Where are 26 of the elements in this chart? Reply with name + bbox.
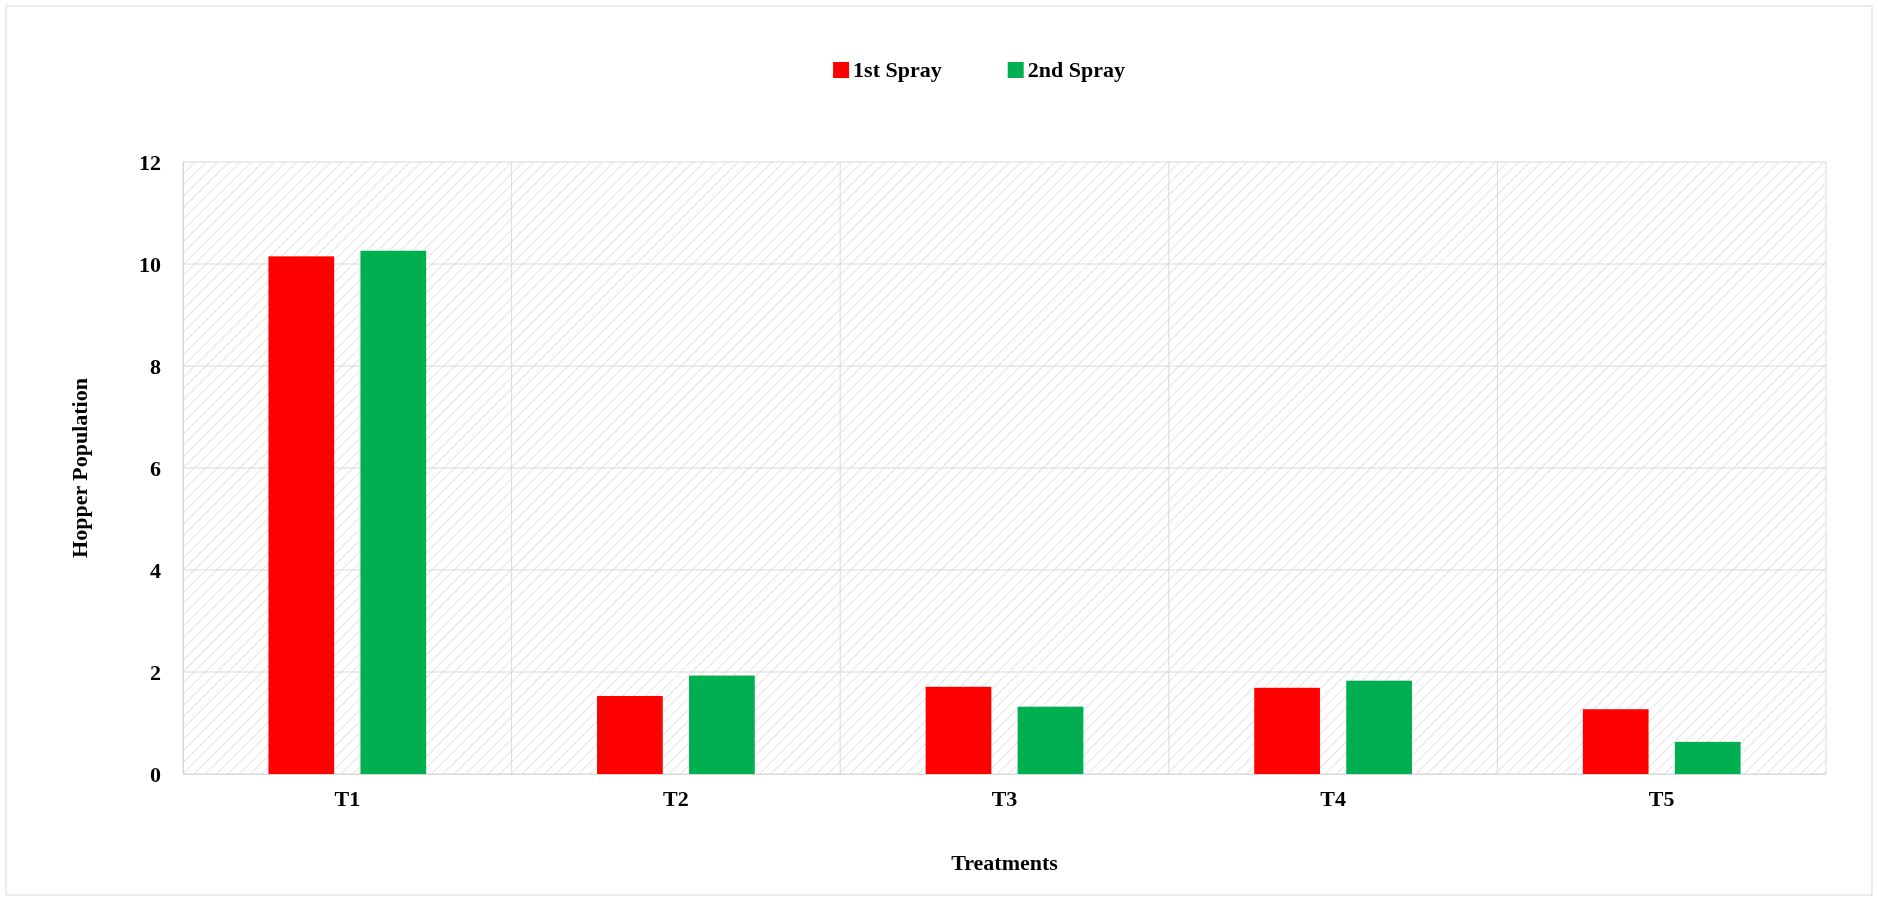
bar <box>1254 687 1320 774</box>
bar <box>689 675 755 774</box>
legend-label: 1st Spray <box>853 57 942 82</box>
y-tick-label: 2 <box>150 659 161 685</box>
y-tick-label: 0 <box>150 761 161 787</box>
y-tick-label: 12 <box>139 149 161 175</box>
bar <box>1346 680 1412 774</box>
bar <box>1017 706 1084 774</box>
x-tick-label: T3 <box>991 785 1018 811</box>
bar <box>1582 709 1649 774</box>
bar <box>360 250 427 774</box>
y-tick-label: 10 <box>139 251 161 277</box>
bar <box>268 256 335 774</box>
bar <box>597 695 663 774</box>
x-tick-label: T2 <box>663 785 689 811</box>
y-tick-label: 4 <box>150 557 161 583</box>
bar <box>925 686 992 774</box>
y-axis-title: Hopper Population <box>67 378 92 558</box>
x-tick-label: T4 <box>1320 785 1346 811</box>
x-tick-label: T5 <box>1648 785 1675 811</box>
x-tick-label: T1 <box>334 785 361 811</box>
bar <box>1674 741 1741 774</box>
x-axis-title: Treatments <box>951 850 1059 875</box>
y-tick-label: 6 <box>150 455 161 481</box>
legend-label: 2nd Spray <box>1027 57 1125 82</box>
y-tick-label: 8 <box>150 353 161 379</box>
